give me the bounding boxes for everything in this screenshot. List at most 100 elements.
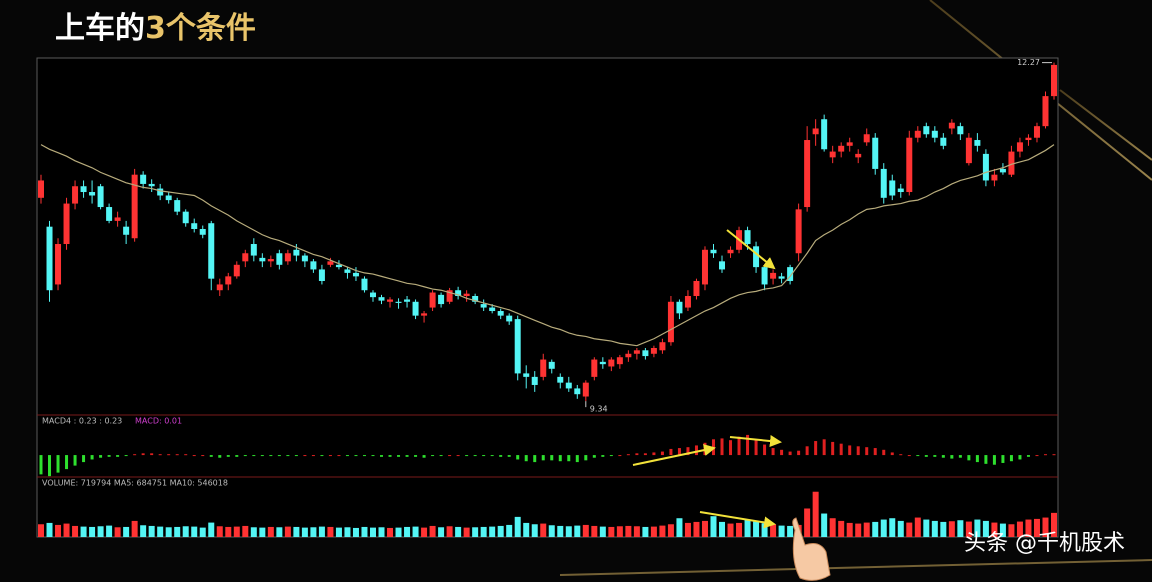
macd-bar [533,455,537,463]
candle-body [948,122,955,129]
volume-bar [1033,518,1040,537]
volume-bar [335,527,342,537]
volume-bar [157,526,164,537]
volume-bar [684,522,691,537]
candle-body [318,269,325,281]
volume-bar [191,526,198,537]
macd-bar [175,454,179,456]
volume-bar [667,524,674,537]
volume-bar [906,522,913,537]
volume-bar [131,520,138,537]
macd-bar [243,455,247,457]
volume-bar [948,521,955,537]
candle-body [131,174,138,239]
macd-bar [124,455,128,457]
volume-bar [880,519,887,537]
candle-body [352,272,359,277]
macd-bar [677,448,681,456]
macd-bar [933,455,937,457]
candle-body [233,264,240,277]
macd-bar [516,455,520,460]
candle-body [174,200,181,212]
candle-body [301,255,308,262]
macd-bar [209,455,213,457]
candle-body [523,373,530,377]
volume-bar [872,521,879,537]
title-part: 上车的 [55,11,145,46]
macd-bar [473,455,477,457]
candle-body [335,264,342,268]
volume-bar [38,524,44,537]
macd-bar [1043,454,1047,456]
annotation-arrows [632,229,782,529]
volume-bar [438,527,445,537]
volume-bar [352,527,359,537]
macd-bar [507,455,511,457]
volume-bar [642,526,649,537]
candle-body [455,290,462,296]
volume-bar [812,491,819,537]
volume-bar [165,527,172,537]
candle-body [1042,96,1049,127]
macd-bar [499,455,503,457]
candle-body [667,301,674,343]
volume-bar [838,520,845,537]
candle-body [250,244,257,256]
macd-bar [541,455,545,461]
candle-body [940,137,947,146]
candle-body [327,261,334,265]
candle-body [225,276,232,285]
candle-body [165,195,172,201]
volume-bar [991,522,998,537]
macd-bar [694,445,698,456]
candle-body [378,297,385,301]
candle-body [719,261,726,270]
macd-bar [201,455,205,457]
macd-bar [380,455,384,457]
macd-hist-label: MACD: 0.01 [135,417,182,426]
macd-bar [226,455,230,457]
candle-body [63,203,70,245]
macd-bar [975,455,979,463]
macd-bar [345,455,349,457]
volume-bar [497,525,504,537]
volume-bar [216,526,223,537]
candle-body [242,253,249,262]
macd-bar [1026,455,1030,457]
macd-bar [48,455,52,477]
volume-bar [565,526,572,537]
candle-body [778,276,785,279]
candle-body [404,299,411,302]
volume-bar [429,525,436,537]
macd-bar [865,447,869,456]
candle-body [208,223,215,279]
volume-bar [846,522,853,537]
candle-body [1016,142,1023,152]
macd-bar [107,455,111,457]
macd-bar [618,455,622,457]
volume-bar [318,526,325,537]
volume-bar [548,525,555,537]
candle-body [812,128,819,135]
candle-body [293,249,300,256]
volume-bar [208,522,215,537]
volume-bar [855,523,862,537]
volume-bar [1051,512,1057,537]
macd-bar [814,441,818,456]
candle-body [974,140,981,146]
volume-bar [140,525,147,537]
volume-bar [710,516,717,537]
candle-body [106,207,113,221]
candle-body [923,126,930,135]
volume-bar [616,526,623,537]
candle-body [744,230,751,245]
candle-body [1051,64,1057,97]
volume-bar [965,521,972,537]
macd-bar [916,455,920,457]
candle-body [753,246,760,268]
volume-bar [80,526,87,537]
candle-body [914,130,921,138]
macd-bar [82,455,86,463]
